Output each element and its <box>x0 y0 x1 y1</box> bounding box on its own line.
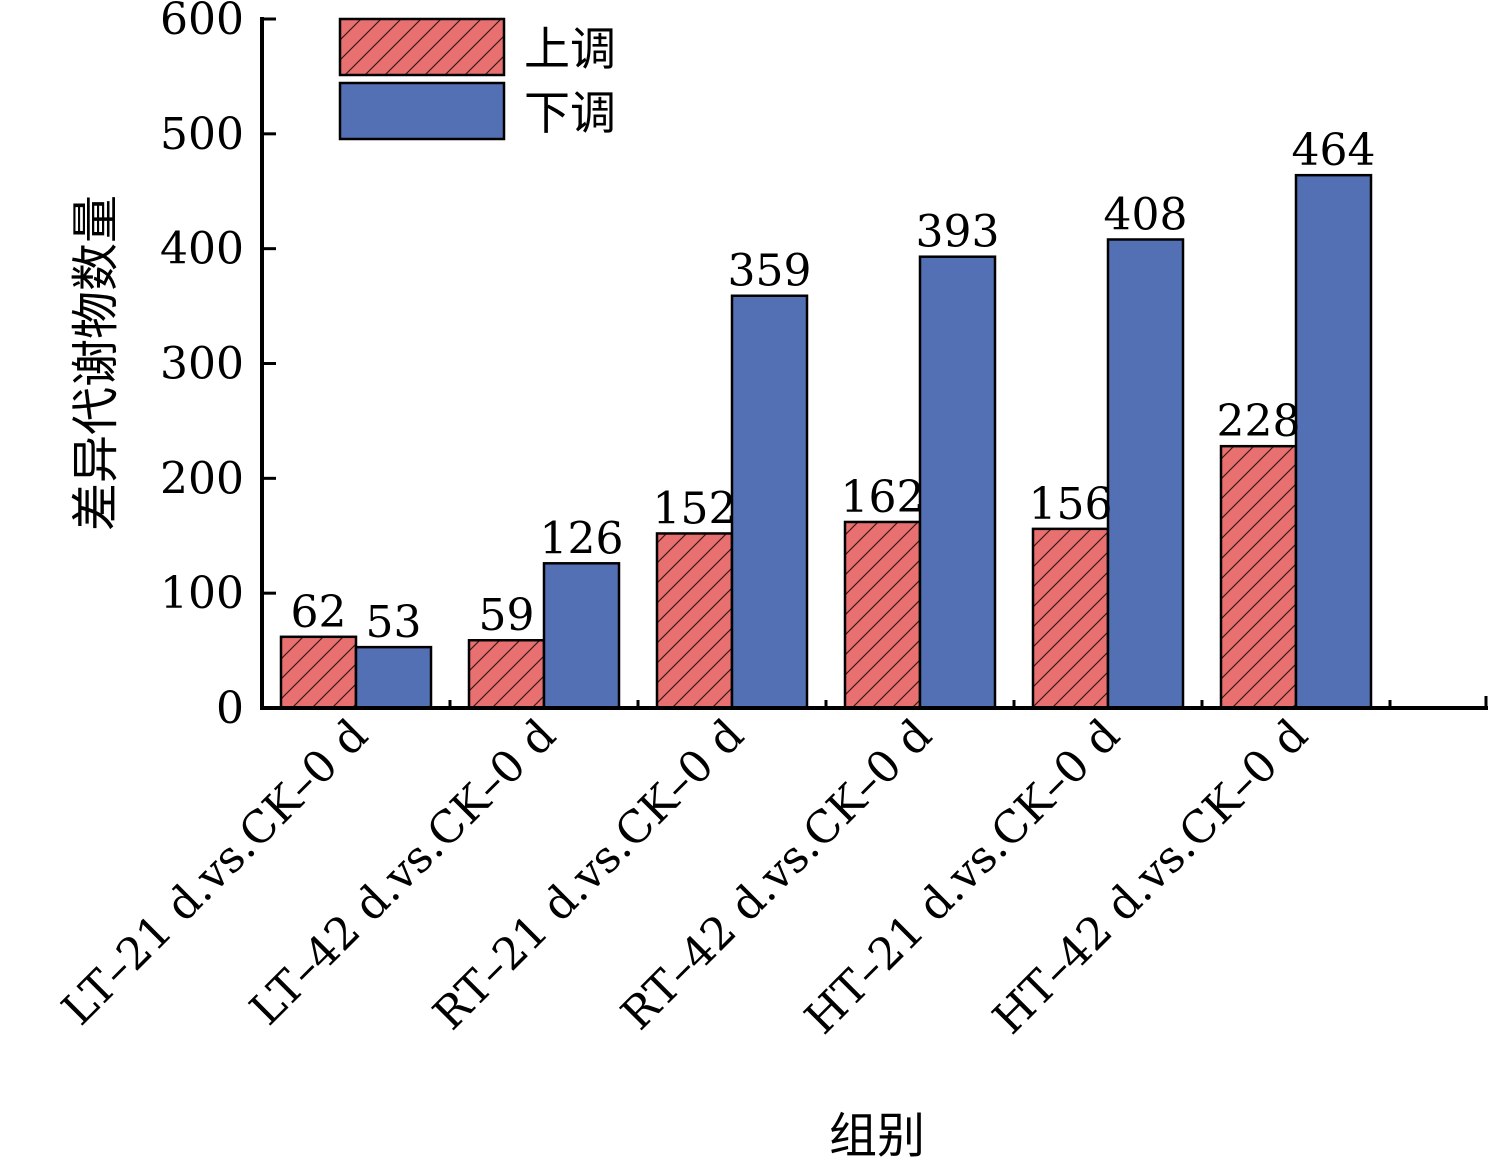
data-label-upregulated-1: 62 <box>291 587 347 638</box>
category-label-2: LT–42 d.vs.CK–0 d <box>240 710 565 1035</box>
category-label-4: RT–42 d.vs.CK–0 d <box>612 710 942 1040</box>
data-label-downregulated-3: 359 <box>728 246 812 297</box>
bar-upregulated-6 <box>1219 444 1298 710</box>
data-label-upregulated-2: 59 <box>479 590 535 641</box>
category-label-1: LT–21 d.vs.CK–0 d <box>52 710 377 1035</box>
bar-downregulated-2 <box>542 562 621 710</box>
data-label-downregulated-4: 393 <box>916 207 1000 258</box>
y-tick-label-600: 600 <box>160 0 244 45</box>
y-tick-label-100: 100 <box>160 568 244 619</box>
bar-downregulated-3 <box>730 294 809 710</box>
x-axis-title: 组别 <box>829 1108 925 1164</box>
data-label-upregulated-3: 152 <box>653 483 737 534</box>
data-label-downregulated-6: 464 <box>1292 125 1376 176</box>
bar-downregulated-4 <box>918 255 997 710</box>
data-label-upregulated-6: 228 <box>1217 396 1301 447</box>
bar-upregulated-1 <box>279 635 358 710</box>
data-label-upregulated-4: 162 <box>841 472 925 523</box>
bar-upregulated-4 <box>843 520 922 710</box>
legend-swatch-upregulated <box>338 17 506 77</box>
category-label-5: HT–21 d.vs.CK–0 d <box>795 710 1129 1044</box>
y-tick-label-0: 0 <box>216 683 244 734</box>
y-tick-label-300: 300 <box>160 339 244 390</box>
bar-upregulated-5 <box>1031 527 1110 710</box>
category-label-6: HT–42 d.vs.CK–0 d <box>983 710 1317 1044</box>
y-tick-label-200: 200 <box>160 453 244 504</box>
legend-label-upregulated: 上调 <box>524 22 616 76</box>
bars-layer <box>279 173 1373 710</box>
bar-upregulated-2 <box>467 638 546 710</box>
data-label-downregulated-5: 408 <box>1104 189 1188 240</box>
legend-label-downregulated: 下调 <box>524 86 616 140</box>
y-tick-label-400: 400 <box>160 224 244 275</box>
y-tick-label-500: 500 <box>160 109 244 160</box>
category-label-3: RT–21 d.vs.CK–0 d <box>424 710 754 1040</box>
data-label-upregulated-5: 156 <box>1029 479 1113 530</box>
axes-layer <box>260 17 1488 710</box>
bar-downregulated-6 <box>1294 173 1373 710</box>
y-axis-title: 差异代谢物数量 <box>68 195 124 531</box>
data-label-downregulated-2: 126 <box>540 513 624 564</box>
data-label-downregulated-1: 53 <box>366 597 422 648</box>
legend-swatch-downregulated <box>338 81 506 141</box>
bar-downregulated-5 <box>1106 238 1185 710</box>
bar-downregulated-1 <box>354 645 433 710</box>
bar-upregulated-3 <box>655 532 734 710</box>
